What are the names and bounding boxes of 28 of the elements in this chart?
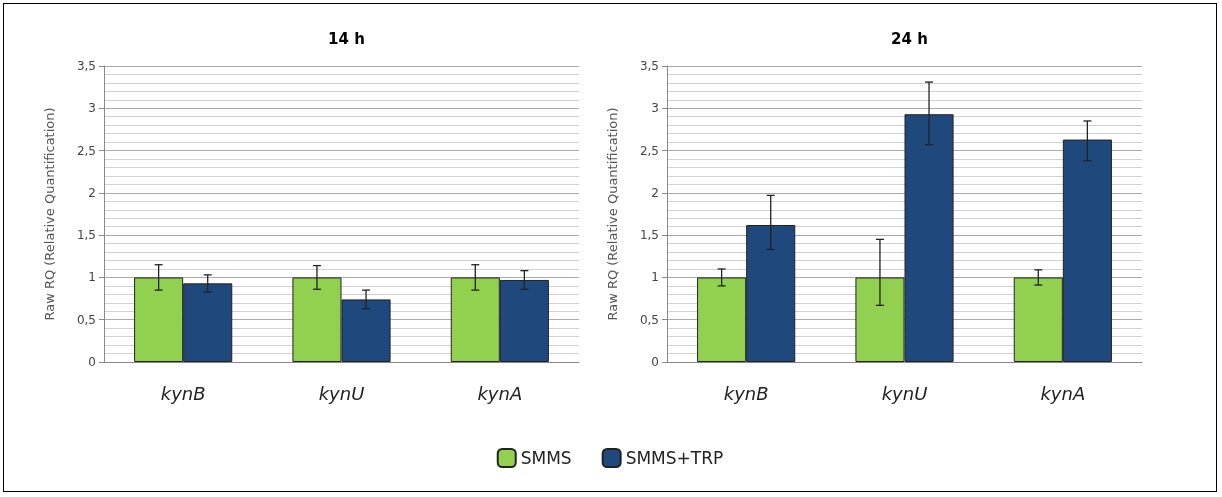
x-tick-label: kynB (723, 382, 769, 404)
chart-title: 14 h (328, 29, 365, 48)
y-tick-label: 2 (88, 185, 96, 200)
y-tick-label: 3,5 (639, 59, 659, 73)
y-tick-label: 1,5 (76, 228, 96, 243)
x-tick-label: kynA (477, 382, 523, 404)
legend-label: SMMS (520, 448, 572, 468)
y-tick-label: 0,5 (639, 312, 659, 327)
y-tick-label: 2,5 (639, 143, 659, 158)
x-tick-label: kynU (318, 382, 365, 404)
y-tick-label: 3 (88, 101, 96, 116)
y-tick-label: 0 (88, 355, 96, 369)
y-tick-label: 1 (88, 270, 96, 285)
y-tick-label: 2,5 (76, 143, 96, 158)
y-tick-label: 1,5 (639, 228, 659, 243)
y-tick-label: 3,5 (76, 59, 96, 73)
y-axis-title: Raw RQ (Relative Quantification) (605, 107, 620, 321)
chart-title: 24 h (891, 29, 928, 48)
y-tick-label: 1 (651, 270, 659, 285)
y-tick-label: 3 (651, 101, 659, 116)
x-tick-label: kynA (1040, 382, 1086, 404)
x-tick-label: kynB (160, 382, 206, 404)
y-tick-label: 0 (651, 355, 659, 369)
y-axis-title: Raw RQ (Relative Quantification) (42, 107, 57, 321)
x-tick-label: kynU (881, 382, 928, 404)
y-tick-label: 0,5 (76, 312, 96, 327)
y-tick-label: 2 (651, 185, 659, 200)
legend-label: SMMS+TRP (625, 448, 724, 468)
